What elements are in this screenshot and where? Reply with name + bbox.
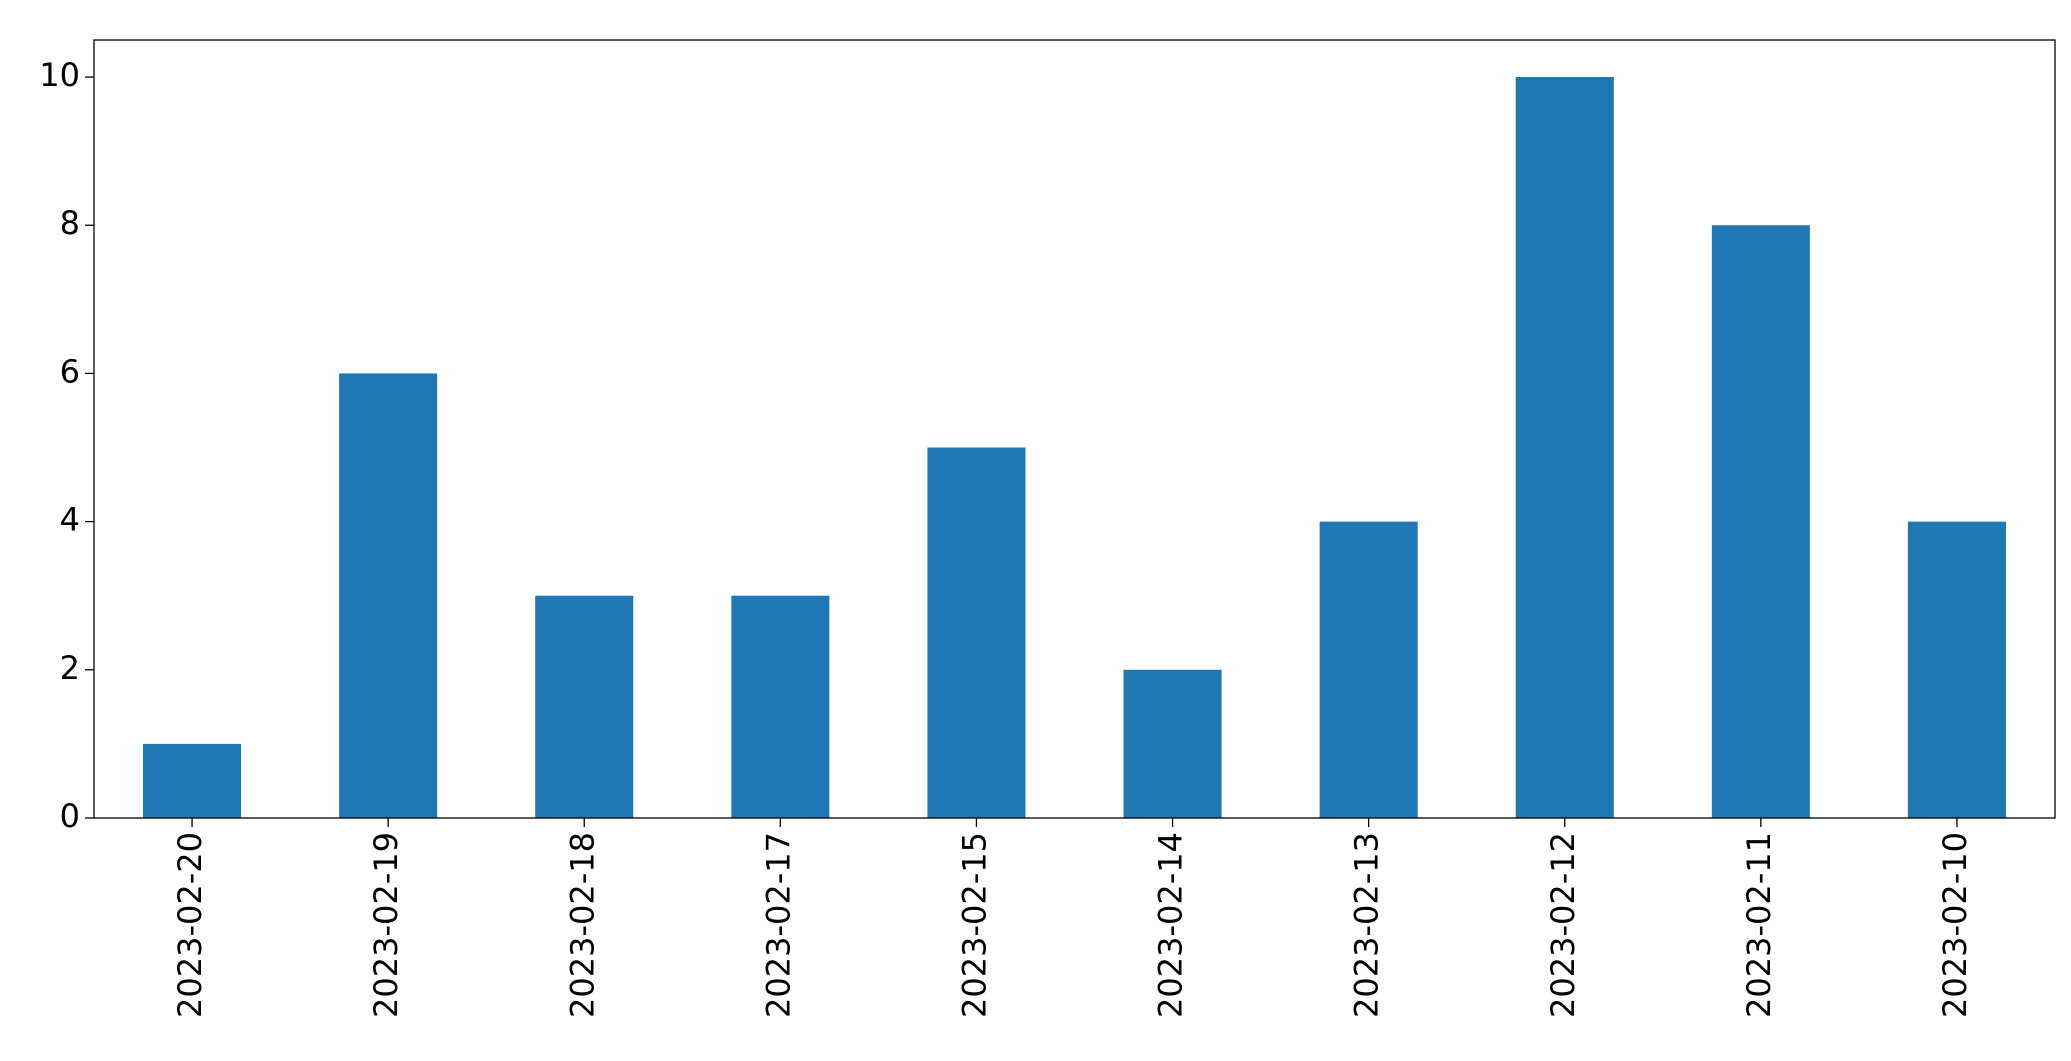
x-tick-label: 2023-02-15: [955, 832, 993, 1018]
bar: [731, 595, 830, 818]
bar: [535, 595, 634, 818]
bar: [1711, 225, 1810, 818]
plot-frame: [93, 39, 2056, 819]
bar: [339, 373, 438, 818]
x-tick-label: 2023-02-12: [1544, 832, 1582, 1018]
x-tick-label: 2023-02-13: [1348, 832, 1386, 1018]
y-tick-label: 4: [60, 501, 80, 539]
y-tick-label: 8: [60, 204, 80, 242]
bar: [1515, 77, 1614, 819]
x-tick-label: 2023-02-18: [563, 832, 601, 1018]
x-tick-label: 2023-02-17: [759, 832, 797, 1018]
y-tick-label: 10: [39, 56, 80, 94]
y-tick-label: 2: [60, 649, 80, 687]
bar: [143, 743, 242, 818]
y-tick-label: 6: [60, 352, 80, 390]
y-tick-label: 0: [60, 797, 80, 835]
bar: [927, 447, 1026, 818]
x-tick-label: 2023-02-19: [367, 832, 405, 1018]
bar: [1319, 521, 1418, 818]
x-tick-label: 2023-02-11: [1740, 832, 1778, 1018]
x-tick-label: 2023-02-14: [1152, 832, 1190, 1018]
bar: [1123, 669, 1222, 818]
bar: [1907, 521, 2006, 818]
x-tick-label: 2023-02-10: [1936, 832, 1974, 1018]
x-tick-label: 2023-02-20: [171, 832, 209, 1018]
